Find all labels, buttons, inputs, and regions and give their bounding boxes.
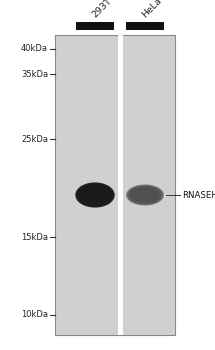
Text: HeLa: HeLa: [141, 0, 164, 19]
Ellipse shape: [82, 187, 108, 203]
Bar: [55, 35, 175, 335]
Ellipse shape: [126, 184, 164, 205]
Text: RNASEH2C: RNASEH2C: [182, 190, 215, 199]
Text: 35kDa: 35kDa: [21, 70, 48, 79]
Text: 40kDa: 40kDa: [21, 44, 48, 53]
Ellipse shape: [139, 192, 151, 198]
Ellipse shape: [137, 190, 153, 199]
Ellipse shape: [130, 187, 160, 203]
Ellipse shape: [79, 185, 111, 205]
Ellipse shape: [131, 188, 159, 203]
Ellipse shape: [77, 183, 113, 207]
Ellipse shape: [86, 189, 104, 201]
Ellipse shape: [85, 189, 105, 202]
Text: 25kDa: 25kDa: [21, 134, 48, 144]
Text: 293T: 293T: [91, 0, 114, 19]
Ellipse shape: [91, 192, 100, 198]
Bar: [126, 22, 164, 30]
Ellipse shape: [88, 190, 102, 199]
Ellipse shape: [134, 189, 156, 201]
Ellipse shape: [84, 188, 106, 202]
Ellipse shape: [133, 188, 157, 202]
Ellipse shape: [78, 184, 112, 206]
Ellipse shape: [75, 182, 115, 208]
Ellipse shape: [135, 190, 155, 200]
Text: 15kDa: 15kDa: [21, 232, 48, 241]
Ellipse shape: [81, 186, 109, 204]
Ellipse shape: [89, 191, 101, 199]
Bar: [118, 35, 123, 335]
Ellipse shape: [127, 185, 163, 205]
Ellipse shape: [138, 191, 152, 199]
Text: 10kDa: 10kDa: [21, 310, 48, 319]
Ellipse shape: [141, 193, 149, 197]
Ellipse shape: [129, 186, 161, 204]
Bar: [76, 22, 114, 30]
